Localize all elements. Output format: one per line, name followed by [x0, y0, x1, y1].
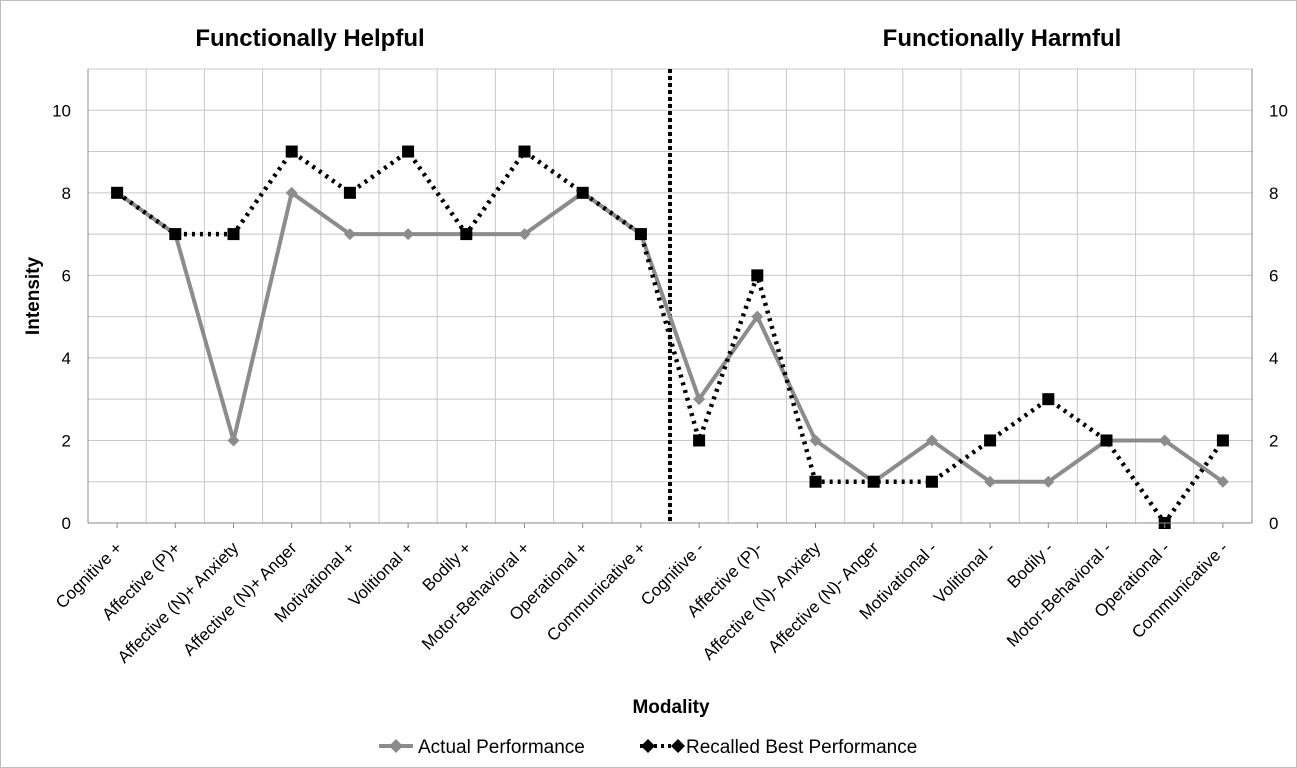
y-tick-label-left: 6 — [62, 266, 71, 285]
y-tick-label-right: 4 — [1269, 349, 1278, 368]
annotation-harmful: Functionally Harmful — [883, 25, 1122, 52]
data-point — [227, 434, 240, 447]
y-tick-label-left: 0 — [62, 514, 71, 533]
data-point — [693, 393, 706, 406]
data-point — [1042, 475, 1055, 488]
data-point — [925, 475, 938, 488]
y-tick-label-left: 4 — [62, 349, 71, 368]
legend-label-recalled: Recalled Best Performance — [686, 737, 917, 758]
series-layer — [111, 145, 1229, 529]
series-line — [115, 190, 1225, 484]
data-point — [169, 228, 182, 241]
data-point — [576, 186, 589, 199]
data-point — [809, 434, 822, 447]
data-point — [1158, 434, 1171, 447]
y-axis-title: Intensity — [23, 257, 44, 336]
legend: Actual Performance Recalled Best Perform… — [379, 737, 917, 758]
legend-label-actual: Actual Performance — [418, 737, 585, 758]
data-point — [285, 145, 298, 158]
gridlines — [87, 68, 1253, 523]
y-tick-label-left: 8 — [62, 184, 71, 203]
data-point — [1100, 434, 1113, 447]
y-tick-label-right: 2 — [1269, 431, 1278, 450]
data-point — [402, 145, 415, 158]
data-point — [227, 228, 240, 241]
data-point — [751, 269, 764, 282]
legend-marker-recalled-1 — [641, 739, 655, 753]
data-point — [460, 228, 473, 241]
data-point — [809, 475, 822, 488]
y-tick-label-left: 2 — [62, 431, 71, 450]
data-point — [867, 475, 880, 488]
y-tick-label-left: 10 — [52, 101, 71, 120]
data-point — [925, 434, 938, 447]
series-recalled-best-performance — [111, 145, 1229, 529]
x-axis-title: Modality — [632, 697, 709, 718]
annotation-helpful: Functionally Helpful — [195, 25, 424, 52]
legend-marker-recalled-2 — [671, 739, 685, 753]
data-point — [402, 228, 415, 241]
y-tick-label-right: 8 — [1269, 184, 1278, 203]
series-line — [115, 149, 1225, 526]
data-point — [1216, 475, 1229, 488]
data-point — [518, 228, 531, 241]
data-point — [1042, 393, 1055, 406]
y-tick-label-right: 6 — [1269, 266, 1278, 285]
legend-marker-actual — [389, 739, 403, 753]
data-point — [693, 434, 706, 447]
data-point — [634, 228, 647, 241]
data-point — [111, 186, 124, 199]
legend-item-recalled: Recalled Best Performance — [640, 737, 917, 758]
data-point — [343, 228, 356, 241]
data-point — [518, 145, 531, 158]
data-point — [343, 186, 356, 199]
data-point — [1216, 434, 1229, 447]
y-tick-label-right: 0 — [1269, 514, 1278, 533]
data-point — [984, 434, 997, 447]
data-point — [285, 186, 298, 199]
data-point — [751, 310, 764, 323]
legend-item-actual: Actual Performance — [379, 737, 585, 758]
data-point — [984, 475, 997, 488]
y-tick-label-right: 10 — [1269, 101, 1288, 120]
